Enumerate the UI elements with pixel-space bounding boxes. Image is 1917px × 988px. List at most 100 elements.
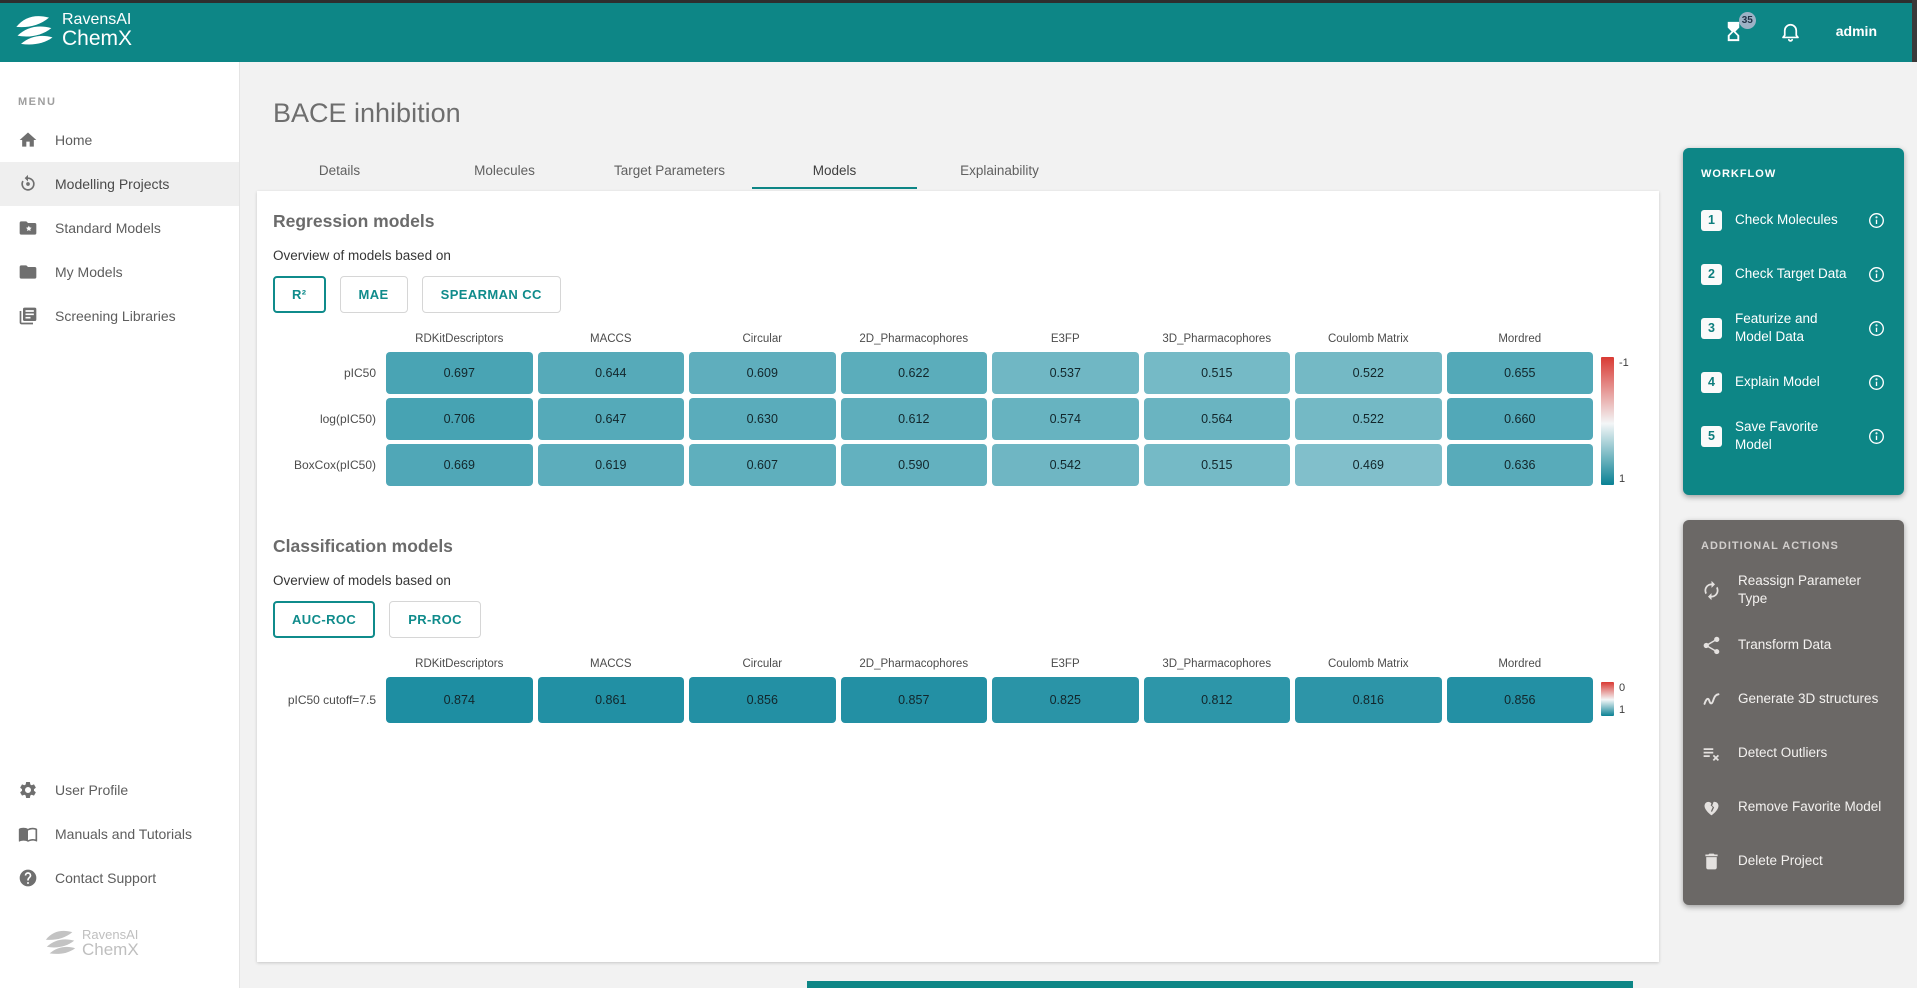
share-icon [1701,635,1722,656]
heatmap-cell: 0.607 [689,444,836,486]
tab-label: Target Parameters [613,162,726,178]
heatmap-cell: 0.856 [1446,677,1593,723]
horizontal-scrollbar-thumb[interactable] [807,981,1633,988]
brand-name-line2: ChemX [62,27,133,51]
heatmap-column-header: Coulomb Matrix [1327,658,1409,670]
heatmap-cell: 0.612 [840,398,987,440]
user-menu[interactable]: admin [1835,23,1877,39]
metric-button-spearman-cc[interactable]: SPEARMAN CC [421,276,561,313]
colorbar-bottom-label: 1 [1619,704,1626,716]
tab-explainability[interactable]: Explainability [917,153,1082,189]
sidebar-item-manuals-and-tutorials[interactable]: Manuals and Tutorials [0,812,239,856]
action-item-reassign-parameter-type[interactable]: Reassign Parameter Type [1701,572,1886,608]
book-icon [18,824,38,844]
sidebar-item-label: Modelling Projects [55,176,170,192]
library-icon [18,306,38,326]
heatmap-cell: 0.812 [1143,677,1290,723]
heatmap-column-header: E3FP [1050,333,1080,345]
playlist-remove-icon [1701,743,1722,764]
workflow-step-label: Featurize and Model Data [1735,310,1818,344]
metric-button-auc-roc[interactable]: AUC-ROC [273,601,376,638]
heatmap-cell: 0.669 [386,444,533,486]
metric-button-label: R² [292,287,307,302]
action-item-remove-favorite-model[interactable]: Remove Favorite Model [1701,790,1886,824]
sidebar-item-modelling-projects[interactable]: Modelling Projects [0,162,239,206]
workflow-step-label: Check Target Data [1735,265,1847,281]
sidebar-item-home[interactable]: Home [0,118,239,162]
tab-target-parameters[interactable]: Target Parameters [587,153,752,189]
info-icon[interactable] [1867,373,1886,392]
model-training-icon [18,174,38,194]
info-icon[interactable] [1867,211,1886,230]
workflow-panel: WORKFLOW 1 Check Molecules 2 Check Targe… [1683,148,1904,495]
heatmap-cell: 0.636 [1446,444,1593,486]
brand-logo[interactable]: RavensAI ChemX [14,10,132,52]
info-icon[interactable] [1867,319,1886,338]
heatmap-colorbar: -1 1 [1601,357,1643,490]
heatmap-cell: 0.515 [1143,444,1290,486]
classification-metric-buttons: AUC-ROC PR-ROC [273,601,1643,638]
tab-molecules[interactable]: Molecules [422,153,587,189]
action-item-label: Remove Favorite Model [1738,799,1882,815]
action-item-label: Reassign Parameter Type [1738,573,1862,607]
action-item-delete-project[interactable]: Delete Project [1701,844,1886,878]
sidebar-bottom-nav: User Profile Manuals and Tutorials Conta… [0,768,239,900]
sidebar-item-contact-support[interactable]: Contact Support [0,856,239,900]
heatmap-cell: 0.622 [840,352,987,394]
sidebar-item-label: Standard Models [55,220,161,236]
metric-button-pr-roc[interactable]: PR-ROC [389,601,481,638]
sidebar-nav: Home Modelling Projects Standard Models … [0,118,239,338]
metric-button-mae[interactable]: MAE [339,276,408,313]
workflow-step-explain-model[interactable]: 4 Explain Model [1701,362,1886,402]
workflow-step-check-target-data[interactable]: 2 Check Target Data [1701,254,1886,294]
tab-models[interactable]: Models [752,153,917,189]
page-title: BACE inhibition [273,98,461,128]
info-icon[interactable] [1867,265,1886,284]
sidebar-item-user-profile[interactable]: User Profile [0,768,239,812]
heatmap-cell: 0.515 [1143,352,1290,394]
metric-button-label: PR-ROC [408,612,462,627]
regression-heading: Regression models [273,211,435,231]
action-item-transform-data[interactable]: Transform Data [1701,628,1886,662]
brand-name-line1: RavensAI [62,11,132,29]
heatmap-column-header: Circular [742,333,783,345]
workflow-step-featurize-and-model-data[interactable]: 3 Featurize and Model Data [1701,308,1886,348]
sidebar-menu-label: MENU [18,96,57,108]
tab-bar: Details Molecules Target Parameters Mode… [257,153,1917,189]
workflow-step-save-favorite-model[interactable]: 5 Save Favorite Model [1701,416,1886,456]
workflow-step-check-molecules[interactable]: 1 Check Molecules [1701,200,1886,240]
hourglass-icon[interactable]: 35 [1722,11,1756,43]
workflow-step-label: Check Molecules [1735,211,1838,227]
heatmap-cell: 0.630 [689,398,836,440]
heatmap-column-header: Mordred [1498,333,1542,345]
notifications-bell-icon[interactable] [1779,20,1802,43]
action-item-generate-3d-structures[interactable]: Generate 3D structures [1701,682,1886,716]
metric-button-r[interactable]: R² [273,276,326,313]
colorbar-top-label: -1 [1619,357,1629,369]
heatmap-column-header: 3D_Pharmacophores [1162,658,1272,670]
regression-metric-buttons: R² MAE SPEARMAN CC [273,276,1643,313]
tab-label: Molecules [474,162,535,178]
sidebar-item-screening-libraries[interactable]: Screening Libraries [0,294,239,338]
classification-subheading: Overview of models based on [273,573,451,588]
main-content: BACE inhibition Details Molecules Target… [240,62,1917,988]
tab-details[interactable]: Details [257,153,422,189]
heatmap-row: pIC50 cutoff=7.5 0.874 0.861 0.856 0.857 0.82… [273,677,1593,723]
action-item-detect-outliers[interactable]: Detect Outliers [1701,736,1886,770]
heatmap-row-label: BoxCox(pIC50) [293,458,376,472]
workflow-steps: 1 Check Molecules 2 Check Target Data 3 … [1701,200,1886,456]
leaf-logo-icon [14,10,56,52]
heatmap-row-label: log(pIC50) [319,412,376,426]
heatmap-column-header: 3D_Pharmacophores [1162,333,1272,345]
heatmap-row-label: pIC50 [343,366,376,380]
sidebar: MENU Home Modelling Projects Standard Mo… [0,62,240,988]
sidebar-item-my-models[interactable]: My Models [0,250,239,294]
sidebar-item-standard-models[interactable]: Standard Models [0,206,239,250]
heatmap-row: BoxCox(pIC50) 0.669 0.619 0.607 0.590 0.542 0.… [273,444,1593,486]
metric-button-label: MAE [358,287,389,302]
info-icon[interactable] [1867,427,1886,446]
heatmap-cell: 0.655 [1446,352,1593,394]
models-panel: Regression models Overview of models bas… [257,191,1659,962]
heatmap-column-header: RDKitDescriptors [415,333,504,345]
sidebar-item-label: Home [55,132,93,148]
